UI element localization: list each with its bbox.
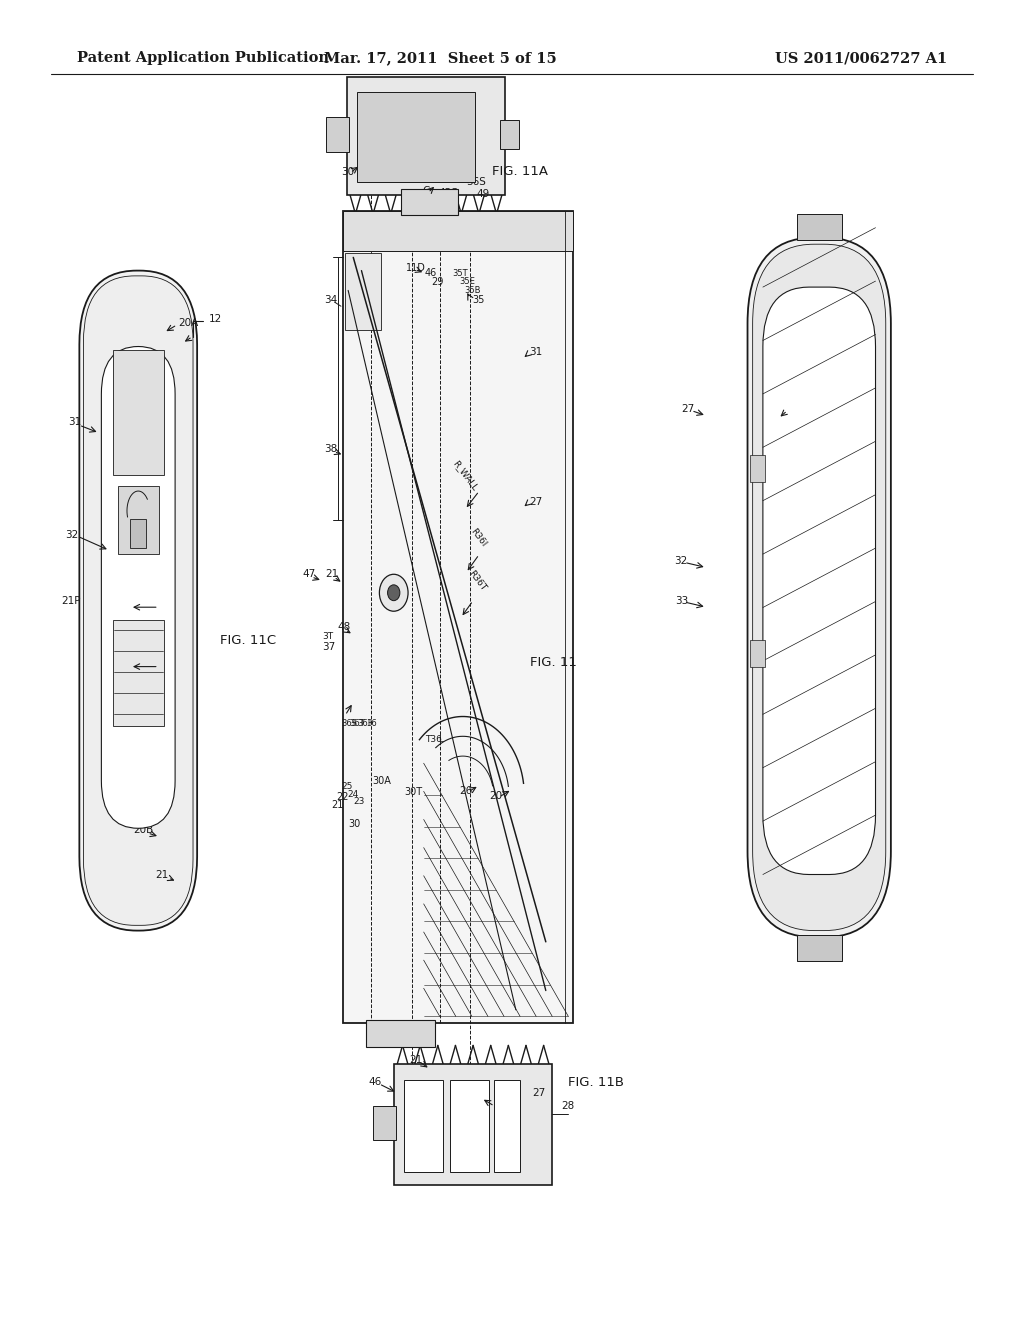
Bar <box>451 1080 489 1172</box>
Text: 12: 12 <box>209 314 222 325</box>
Text: 23: 23 <box>353 797 365 805</box>
Text: 28: 28 <box>561 1101 574 1111</box>
Text: 49: 49 <box>476 189 489 199</box>
Bar <box>343 211 573 1023</box>
Text: 31: 31 <box>69 417 82 428</box>
Text: FIG. 11: FIG. 11 <box>530 656 578 669</box>
Text: 46: 46 <box>369 1077 382 1088</box>
Bar <box>367 1020 435 1047</box>
Text: 21P: 21P <box>61 595 81 606</box>
FancyBboxPatch shape <box>753 244 886 931</box>
Bar <box>403 1080 442 1172</box>
Text: 35: 35 <box>472 294 484 305</box>
Text: R_WALL: R_WALL <box>451 458 479 492</box>
Bar <box>797 935 842 961</box>
Text: 31: 31 <box>529 347 543 358</box>
Bar <box>750 455 765 482</box>
FancyBboxPatch shape <box>101 346 175 829</box>
Text: T36: T36 <box>425 735 441 743</box>
Text: 33: 33 <box>675 595 688 606</box>
Text: 36T: 36T <box>349 719 365 727</box>
Text: 21: 21 <box>326 569 339 579</box>
Bar <box>346 77 505 195</box>
Text: 30T: 30T <box>404 787 423 797</box>
Text: 37: 37 <box>323 642 336 652</box>
Text: 36: 36 <box>367 719 377 727</box>
FancyBboxPatch shape <box>84 276 193 925</box>
Text: US 2011/0062727 A1: US 2011/0062727 A1 <box>775 51 947 65</box>
Text: 35T: 35T <box>453 269 468 277</box>
Text: 21: 21 <box>331 800 343 810</box>
FancyBboxPatch shape <box>748 238 891 937</box>
Text: 25: 25 <box>341 783 352 791</box>
Text: 22: 22 <box>336 792 348 803</box>
Bar <box>500 120 518 149</box>
Text: 24: 24 <box>347 791 358 799</box>
Text: 30A: 30A <box>373 776 391 787</box>
Text: 35B: 35B <box>464 286 480 294</box>
Text: 26: 26 <box>459 785 472 796</box>
Text: 29: 29 <box>431 277 443 288</box>
Text: 36S: 36S <box>341 719 357 727</box>
Text: 3T: 3T <box>323 632 334 640</box>
Text: 48: 48 <box>338 622 351 632</box>
Text: Mar. 17, 2011  Sheet 5 of 15: Mar. 17, 2011 Sheet 5 of 15 <box>324 51 557 65</box>
Bar <box>326 117 348 152</box>
Bar <box>113 620 164 726</box>
Text: 46: 46 <box>425 268 437 279</box>
Text: 43S: 43S <box>438 187 458 198</box>
Bar <box>118 486 159 554</box>
Text: FIG. 11D: FIG. 11D <box>792 581 849 594</box>
Text: 28: 28 <box>788 404 802 414</box>
Bar <box>356 92 474 182</box>
Bar <box>343 211 573 251</box>
Text: FIG. 11A: FIG. 11A <box>492 165 548 178</box>
Text: 47: 47 <box>302 569 315 579</box>
FancyBboxPatch shape <box>80 271 197 931</box>
Text: 30A: 30A <box>357 173 378 183</box>
Text: 30: 30 <box>348 818 360 829</box>
Bar <box>373 1106 395 1140</box>
Text: Patent Application Publication: Patent Application Publication <box>77 51 329 65</box>
Text: 21: 21 <box>156 870 169 880</box>
Text: 27: 27 <box>532 1088 546 1098</box>
Text: FIG. 11B: FIG. 11B <box>568 1076 625 1089</box>
Text: 36S: 36S <box>466 177 485 187</box>
Text: 20: 20 <box>489 791 503 801</box>
Text: L: L <box>438 735 443 743</box>
Bar <box>750 640 765 667</box>
Text: R36T: R36T <box>467 569 488 593</box>
Bar <box>495 1080 520 1172</box>
Text: 34: 34 <box>325 294 338 305</box>
Bar <box>345 253 381 330</box>
Text: 27: 27 <box>681 404 694 414</box>
Bar <box>400 189 459 215</box>
Text: 36I: 36I <box>357 719 371 727</box>
Text: 32: 32 <box>66 529 79 540</box>
Text: 21: 21 <box>410 1055 423 1065</box>
Text: 27: 27 <box>529 496 543 507</box>
Text: 35E: 35E <box>460 277 476 285</box>
Text: 35: 35 <box>496 1104 509 1114</box>
Text: R36I: R36I <box>469 527 488 548</box>
Text: 30: 30 <box>341 166 354 177</box>
Bar <box>113 350 164 475</box>
Circle shape <box>387 585 399 601</box>
Text: 11D: 11D <box>406 263 425 273</box>
Bar <box>130 519 146 548</box>
Circle shape <box>379 574 409 611</box>
Text: 20A: 20A <box>178 318 199 329</box>
Bar <box>393 1064 553 1185</box>
Text: 32: 32 <box>674 556 687 566</box>
Text: 20B: 20B <box>133 825 154 836</box>
FancyBboxPatch shape <box>763 288 876 874</box>
Text: FIG. 11C: FIG. 11C <box>220 634 276 647</box>
Bar <box>797 214 842 240</box>
Text: 38: 38 <box>325 444 338 454</box>
Text: C: C <box>422 186 429 197</box>
